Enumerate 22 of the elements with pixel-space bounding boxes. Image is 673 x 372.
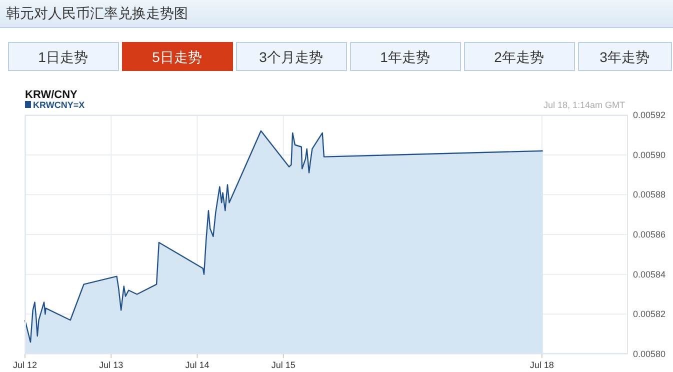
x-tick-label: Jul 12 (12, 360, 38, 370)
chart-subtitle: KRW/CNY (25, 89, 78, 101)
chart-title: 韩元对人民币汇率兑换走势图 (6, 5, 188, 21)
legend-label: KRWCNY=X (33, 100, 85, 110)
text: 3个月走势 (259, 49, 323, 65)
y-tick-label: 0.00580 (633, 349, 666, 359)
y-tick-label: 0.00590 (633, 150, 666, 160)
text: 2年走势 (494, 49, 544, 65)
text: 5日走势 (152, 49, 202, 65)
y-tick-label: 0.00588 (633, 190, 666, 200)
x-tick-label: Jul 18 (530, 360, 554, 370)
x-tick-label: Jul 13 (99, 360, 124, 370)
text: 3年走势 (600, 49, 650, 65)
y-tick-label: 0.00584 (633, 269, 666, 280)
y-tick-label: 0.00582 (633, 309, 666, 320)
text: Jul 18, 1:14am GMT (543, 100, 626, 110)
y-tick-label: 0.00586 (633, 230, 666, 240)
x-tick-label: Jul 15 (271, 360, 296, 370)
text: 1年走势 (380, 49, 430, 65)
text: 1日走势 (38, 49, 88, 65)
y-tick-label: 0.00592 (633, 110, 666, 120)
x-tick-label: Jul 14 (185, 360, 210, 370)
